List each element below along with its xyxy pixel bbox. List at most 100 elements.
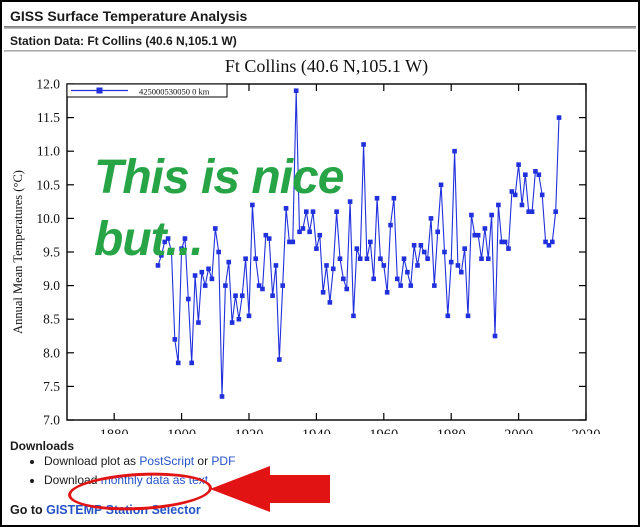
y-tick-label: 8.5 [43, 312, 60, 327]
station-subtitle: Station Data: Ft Collins (40.6 N,105.1 W… [10, 34, 237, 48]
data-point [293, 88, 299, 94]
download-link[interactable]: PDF [211, 454, 236, 468]
data-point [472, 232, 478, 238]
data-point [368, 239, 373, 245]
divider [4, 26, 636, 29]
data-point [533, 169, 538, 174]
data-point [162, 239, 168, 245]
data-point [280, 283, 285, 288]
data-point [411, 242, 417, 248]
download-link[interactable]: PostScript [139, 454, 195, 468]
data-point [192, 273, 198, 278]
download-text: or [194, 454, 212, 468]
data-point [189, 360, 194, 366]
data-point [526, 209, 532, 214]
data-point [371, 276, 376, 282]
data-point [277, 357, 282, 362]
data-point [459, 269, 464, 275]
x-tick-label: 2020 [572, 427, 601, 434]
y-tick-label: 8.0 [43, 345, 60, 360]
y-tick-label: 10.0 [36, 211, 60, 226]
data-point [536, 172, 542, 178]
data-point [256, 283, 262, 288]
data-point [351, 313, 356, 319]
data-point [485, 256, 491, 262]
goto-line: Go to GISTEMP Station Selector [10, 503, 201, 517]
data-point [266, 236, 272, 241]
data-point [300, 226, 306, 231]
data-point [223, 283, 228, 288]
data-point [290, 239, 296, 245]
y-tick-label: 10.5 [36, 177, 60, 192]
data-point [428, 216, 434, 221]
data-point [445, 313, 451, 319]
data-point [199, 269, 205, 275]
y-tick-label: 12.0 [36, 77, 60, 92]
y-tick-label: 7.0 [43, 413, 60, 428]
gistemp-station-selector-link[interactable]: GISTEMP Station Selector [46, 503, 201, 517]
temperature-chart: Ft Collins (40.6 N,105.1 W) 7.0 7.5 8.0 8.5 9… [2, 54, 638, 443]
legend-label: 425000530050 0 km [139, 87, 210, 97]
y-tick-label: 9.0 [43, 278, 60, 293]
data-point [381, 263, 387, 268]
data-point [553, 209, 558, 214]
data-point [425, 256, 430, 262]
chart-title: Ft Collins (40.6 N,105.1 W) [225, 56, 428, 77]
data-point [509, 189, 515, 194]
data-point [324, 263, 329, 268]
data-point [556, 115, 562, 120]
data-point [155, 263, 161, 268]
x-tick-label: 2000 [504, 427, 533, 434]
data-point [475, 232, 481, 238]
data-point [479, 256, 484, 262]
data-point [202, 283, 208, 288]
legend-marker [96, 87, 103, 94]
data-point [482, 226, 488, 231]
data-point [519, 202, 525, 208]
data-point [502, 239, 508, 245]
data-point [357, 256, 363, 262]
data-point [455, 263, 461, 268]
data-point [388, 222, 393, 228]
data-point [408, 283, 414, 288]
data-point [246, 313, 252, 319]
data-point [186, 296, 191, 302]
data-point [307, 229, 312, 235]
data-point [523, 172, 528, 178]
data-point [512, 192, 518, 198]
data-point [435, 229, 441, 235]
data-point [543, 239, 548, 245]
data-point [391, 195, 397, 201]
x-tick-label: 1920 [234, 427, 263, 434]
chart-canvas: Ft Collins (40.6 N,105.1 W) 7.0 7.5 8.0 8.5 9… [11, 56, 601, 443]
downloads-heading: Downloads [10, 439, 75, 453]
data-point [297, 229, 302, 235]
data-point [448, 259, 454, 265]
data-point [273, 263, 279, 268]
downloads-list: Download plot as PostScript or PDFDownlo… [30, 454, 235, 492]
data-point [219, 394, 225, 399]
data-point [327, 300, 333, 305]
data-point [229, 320, 235, 325]
data-point [179, 246, 184, 251]
data-point [442, 249, 447, 255]
data-point [239, 293, 245, 298]
data-point [283, 206, 289, 211]
data-point [317, 232, 323, 238]
data-point [260, 286, 265, 292]
data-point [354, 246, 360, 251]
temperature-series-line [157, 90, 560, 397]
x-tick-label: 1960 [369, 427, 398, 434]
download-link[interactable]: monthly data as text [100, 473, 209, 487]
data-point [314, 246, 319, 251]
data-point [506, 246, 511, 251]
data-point [492, 333, 498, 339]
data-point [421, 249, 427, 255]
y-tick-label: 11.0 [37, 144, 60, 159]
data-point [347, 199, 353, 204]
y-tick-label: 11.5 [37, 110, 60, 125]
data-point [465, 313, 471, 319]
y-axis-label: Annual Mean Temperatures (°C) [11, 170, 25, 334]
data-point [270, 293, 275, 298]
